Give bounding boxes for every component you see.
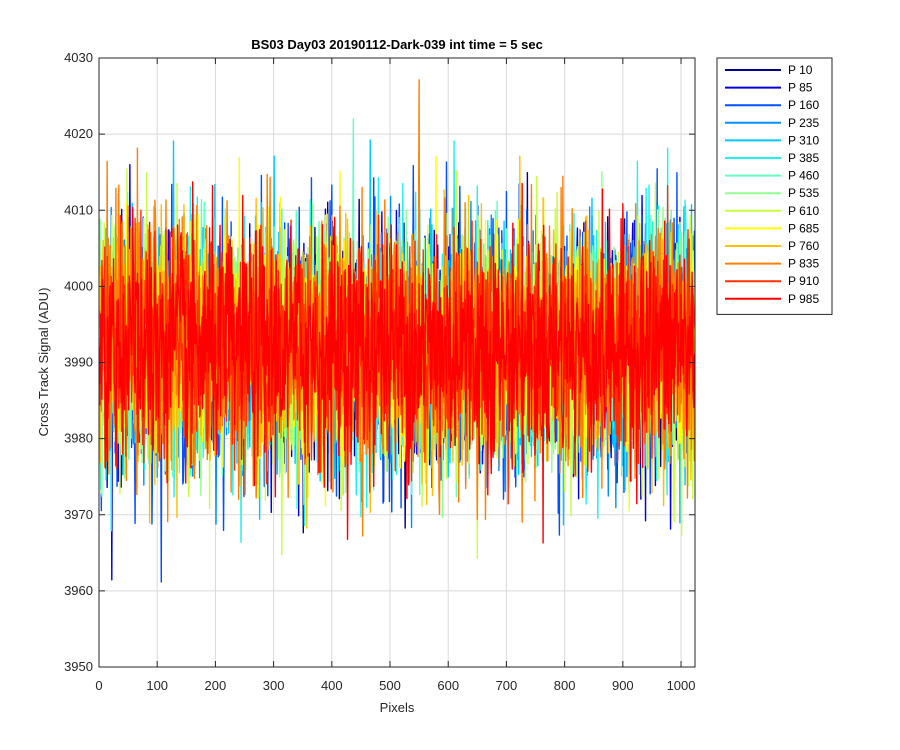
x-tick-label: 0 [95,678,102,693]
legend-entry-label: P 685 [788,221,819,235]
legend-entry-label: P 310 [788,133,819,147]
y-tick-label: 4020 [64,126,93,141]
legend-entry-label: P 760 [788,239,819,253]
legend-entry-label: P 385 [788,151,819,165]
x-tick-label: 900 [612,678,634,693]
legend: P 10 P 85 P 160 P 235 P 310 P 385 P 460 P 535 P … [716,57,833,315]
x-tick-label: 100 [146,678,168,693]
x-tick-label: 700 [496,678,518,693]
x-axis-label: Pixels [380,700,415,715]
legend-box [716,57,833,315]
x-tick-label: 200 [205,678,227,693]
y-tick-label: 4000 [64,278,93,293]
legend-entry-label: P 610 [788,204,819,218]
x-axis: 0 100 200 300 400 500 600 700 800 900 1000 [95,58,695,693]
x-tick-label: 1000 [667,678,696,693]
legend-entry-label: P 460 [788,169,819,183]
chart-title: BS03 Day03 20190112-Dark-039 int time = … [251,37,543,52]
y-tick-label: 3980 [64,431,93,446]
x-tick-label: 500 [379,678,401,693]
legend-entry-label: P 985 [788,292,819,306]
x-tick-label: 800 [554,678,576,693]
y-tick-label: 4030 [64,50,93,65]
legend-entry-label: P 235 [788,116,819,130]
y-tick-label: 3970 [64,507,93,522]
y-tick-label: 3950 [64,659,93,674]
legend-entry-label: P 85 [788,81,813,95]
legend-entry-label: P 10 [788,63,813,77]
legend-entry-label: P 835 [788,257,819,271]
x-tick-label: 600 [437,678,459,693]
series-line-p985 [99,181,695,544]
legend-entry-label: P 535 [788,186,819,200]
x-tick-label: 400 [321,678,343,693]
legend-entry-label: P 160 [788,98,819,112]
y-tick-label: 3990 [64,355,93,370]
y-tick-label: 4010 [64,202,93,217]
y-axis: 3950 3960 3970 3980 3990 4000 4010 4020 4030 [64,50,695,674]
y-tick-label: 3960 [64,583,93,598]
x-tick-label: 300 [263,678,285,693]
y-axis-label: Cross Track Signal (ADU) [36,288,51,437]
legend-entry-label: P 910 [788,274,819,288]
series-layer [99,79,695,583]
